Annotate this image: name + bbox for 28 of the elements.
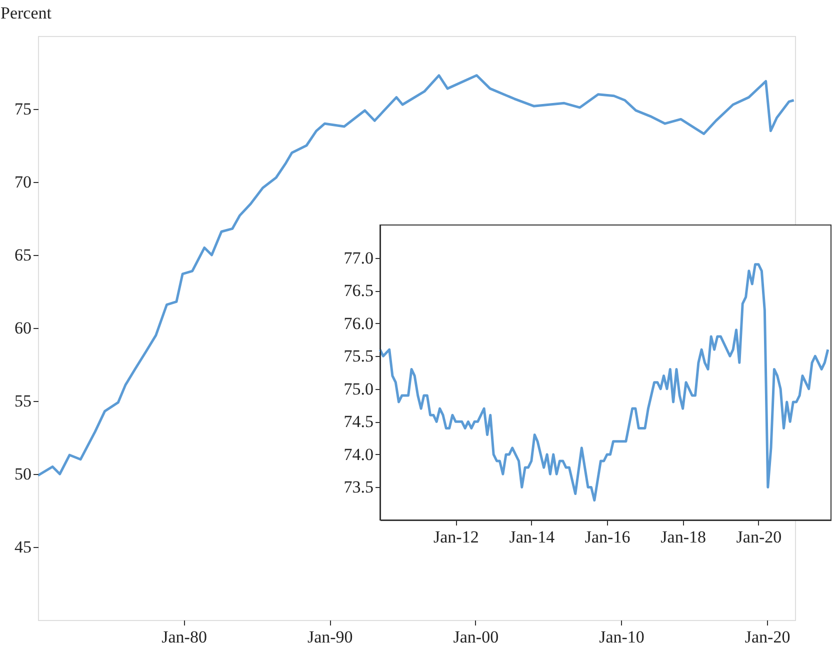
y-tick-label: 75.0 [344, 379, 374, 398]
x-tick-label: Jan-80 [162, 628, 207, 646]
y-tick-label: 50 [14, 464, 32, 484]
line-series [378, 263, 830, 502]
x-tick-label: Jan-20 [744, 628, 790, 646]
x-tick-label: Jan-90 [307, 628, 353, 646]
y-tick-label: 65 [14, 246, 32, 264]
y-tick-label: 74.5 [344, 412, 374, 432]
y-tick-label: 75.5 [344, 346, 374, 366]
x-tick-label: Jan-10 [599, 628, 644, 646]
y-tick-label: 75 [14, 100, 32, 118]
y-tick-label: 45 [14, 538, 32, 556]
x-tick-label: Jan-18 [660, 528, 706, 546]
x-tick-label: Jan-14 [509, 528, 556, 546]
x-tick-label: Jan-00 [453, 628, 499, 646]
y-tick-label: 74.0 [344, 444, 374, 464]
y-tick-label: 77.0 [344, 248, 374, 268]
x-tick-label: Jan-16 [584, 528, 630, 546]
y-axis-title: Percent [0, 4, 52, 22]
line-series [38, 74, 795, 477]
x-tick-label: Jan-12 [433, 528, 479, 546]
y-tick-label: 76.5 [344, 281, 374, 300]
y-tick-label: 73.5 [344, 478, 374, 497]
y-tick-label: 55 [14, 392, 32, 410]
y-tick-label: 70 [14, 172, 32, 192]
y-tick-label: 60 [14, 318, 32, 338]
y-tick-label: 76.0 [344, 314, 374, 333]
x-tick-label: Jan-20 [736, 528, 782, 546]
